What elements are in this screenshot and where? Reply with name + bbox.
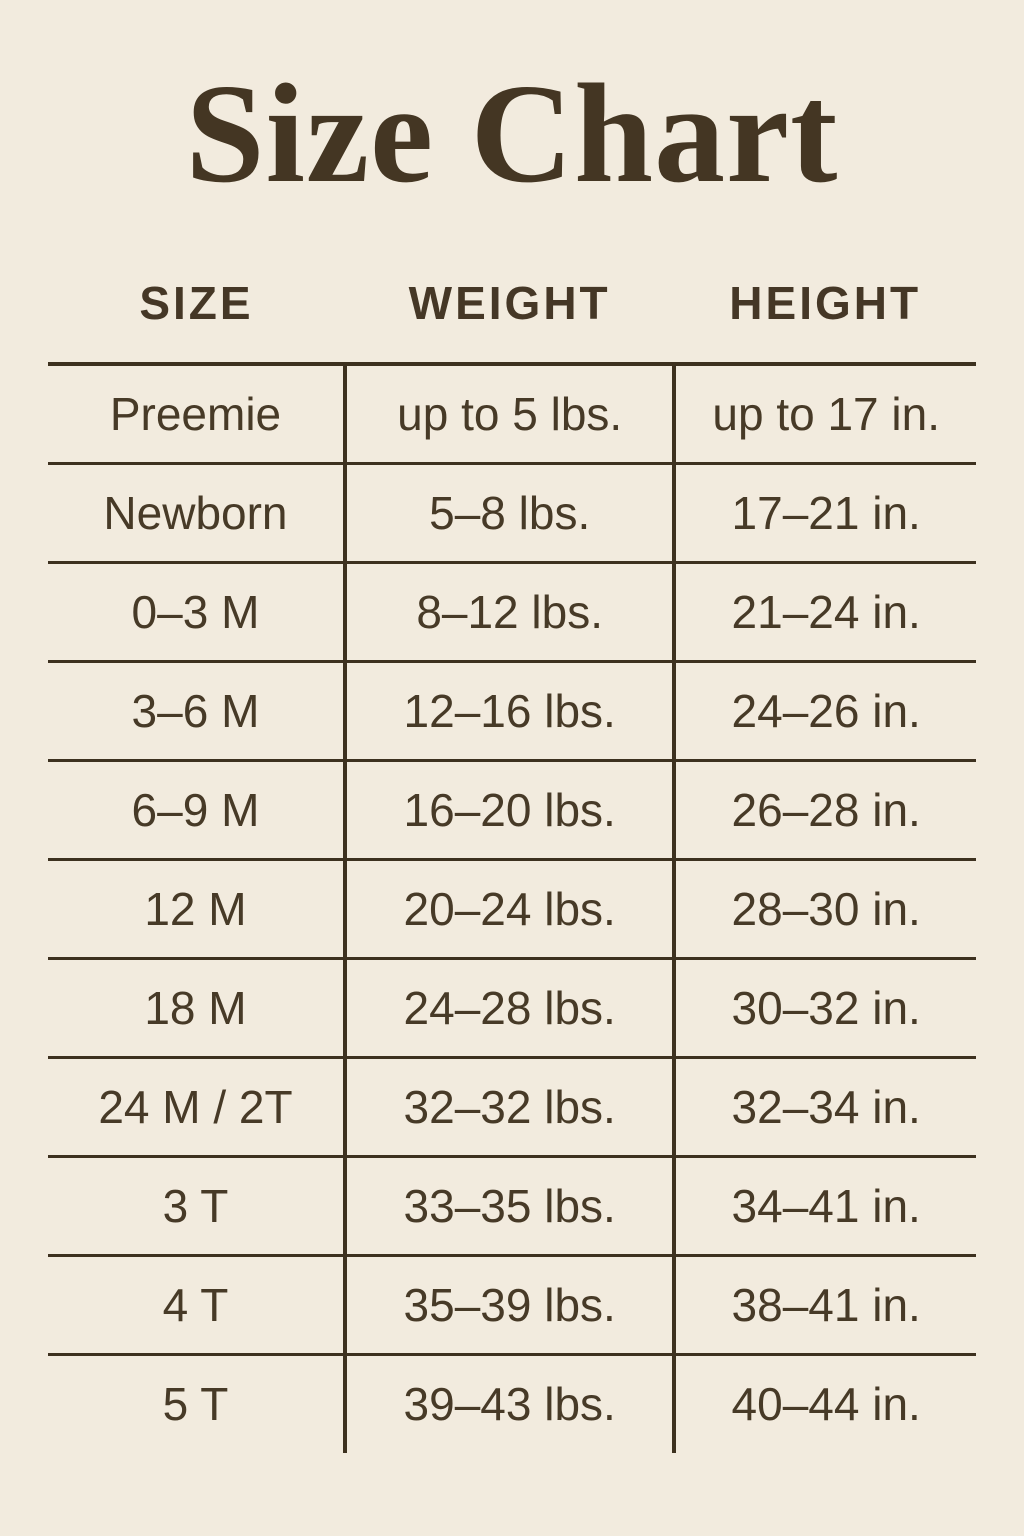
weight-cell: 24–28 lbs. <box>344 958 677 1059</box>
weight-cell: 8–12 lbs. <box>344 562 677 663</box>
weight-cell: 35–39 lbs. <box>344 1255 677 1356</box>
weight-cell: 32–32 lbs. <box>344 1057 677 1158</box>
table-row: 18 M 24–28 lbs. 30–32 in. <box>48 958 976 1059</box>
size-cell: 18 M <box>48 958 347 1059</box>
size-cell: 12 M <box>48 859 347 960</box>
height-cell: 32–34 in. <box>674 1057 976 1158</box>
size-cell: Preemie <box>48 364 347 465</box>
table-row: 0–3 M 8–12 lbs. 21–24 in. <box>48 562 976 663</box>
size-cell: 4 T <box>48 1255 347 1356</box>
table-row: 4 T 35–39 lbs. 38–41 in. <box>48 1255 976 1356</box>
table-row: 12 M 20–24 lbs. 28–30 in. <box>48 859 976 960</box>
column-header-size: SIZE <box>48 204 345 366</box>
height-cell: up to 17 in. <box>674 364 976 465</box>
height-cell: 38–41 in. <box>674 1255 976 1356</box>
size-chart-table: SIZE WEIGHT HEIGHT Preemie up to 5 lbs. … <box>48 204 976 1453</box>
table-row: 5 T 39–43 lbs. 40–44 in. <box>48 1354 976 1453</box>
table-row: 3–6 M 12–16 lbs. 24–26 in. <box>48 661 976 762</box>
size-cell: Newborn <box>48 463 347 564</box>
weight-cell: up to 5 lbs. <box>344 364 677 465</box>
table-row: 24 M / 2T 32–32 lbs. 32–34 in. <box>48 1057 976 1158</box>
size-cell: 3–6 M <box>48 661 347 762</box>
size-cell: 3 T <box>48 1156 347 1257</box>
height-cell: 34–41 in. <box>674 1156 976 1257</box>
height-cell: 26–28 in. <box>674 760 976 861</box>
column-header-height: HEIGHT <box>674 204 976 366</box>
weight-cell: 20–24 lbs. <box>344 859 677 960</box>
height-cell: 24–26 in. <box>674 661 976 762</box>
table-row: Newborn 5–8 lbs. 17–21 in. <box>48 463 976 564</box>
weight-cell: 39–43 lbs. <box>344 1354 677 1453</box>
column-header-weight: WEIGHT <box>344 204 675 366</box>
weight-cell: 16–20 lbs. <box>344 760 677 861</box>
height-cell: 17–21 in. <box>674 463 976 564</box>
size-cell: 0–3 M <box>48 562 347 663</box>
header-row: SIZE WEIGHT HEIGHT <box>48 204 976 366</box>
size-cell: 6–9 M <box>48 760 347 861</box>
height-cell: 40–44 in. <box>731 1378 921 1431</box>
weight-cell: 5–8 lbs. <box>344 463 677 564</box>
height-cell: 28–30 in. <box>674 859 976 960</box>
table-row: 3 T 33–35 lbs. 34–41 in. <box>48 1156 976 1257</box>
table-row: Preemie up to 5 lbs. up to 17 in. <box>48 364 976 465</box>
height-cell: 30–32 in. <box>674 958 976 1059</box>
page-title: Size Chart <box>185 54 839 212</box>
size-cell: 5 T <box>48 1354 347 1453</box>
size-cell: 24 M / 2T <box>48 1057 347 1158</box>
height-cell: 21–24 in. <box>674 562 976 663</box>
table-row: 6–9 M 16–20 lbs. 26–28 in. <box>48 760 976 861</box>
weight-cell: 33–35 lbs. <box>344 1156 677 1257</box>
weight-cell: 12–16 lbs. <box>344 661 677 762</box>
